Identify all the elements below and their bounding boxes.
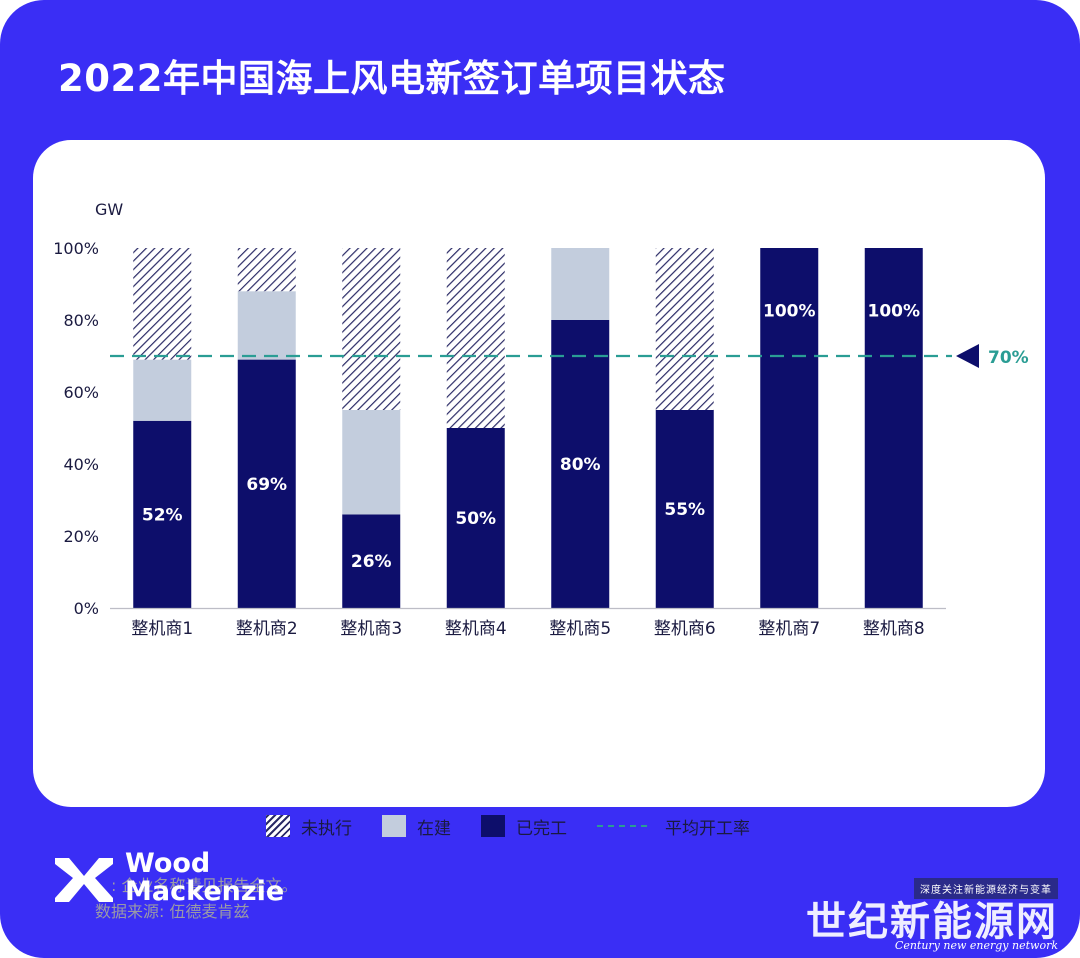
reference-marker-triangle [956, 344, 979, 368]
data-label: 50% [455, 509, 496, 529]
x-tick-label: 整机商1 [131, 619, 193, 639]
x-tick-label: 整机商2 [236, 619, 298, 639]
legend-swatch-dark [481, 815, 505, 837]
bar-segment [237, 248, 296, 292]
bar-segment [342, 514, 401, 608]
data-label: 55% [664, 500, 705, 520]
legend-swatch-light [382, 815, 406, 837]
y-tick-label: 20% [63, 527, 99, 546]
y-tick-label: 100% [53, 239, 99, 258]
bar-segment [655, 410, 714, 608]
y-tick-label: 40% [63, 455, 99, 474]
x-tick-label: 整机商8 [863, 619, 925, 639]
chart-legend: 未执行 在建 已完工 平均开工率 [266, 814, 780, 839]
stacked-bar-chart: GW 0% 20% 40% 60% 80% 100% 52% 整机商1 69% 整机商2 26% 整机商… [53, 200, 1029, 639]
data-label: 69% [246, 475, 287, 495]
source-line: 数据来源: 伍德麦肯兹 [95, 902, 250, 921]
logo-text-line: Mackenzie [125, 876, 285, 907]
chart-card: GW 0% 20% 40% 60% 80% 100% 52% 整机商1 69% 整机商2 26% 整机商… [33, 140, 1045, 921]
logo-text-line: Wood [125, 848, 211, 879]
legend-label: 在建 [417, 818, 451, 839]
wm-logo-icon [55, 858, 113, 902]
x-tick-label: 整机商5 [549, 619, 611, 639]
reference-line-label: 70% [988, 348, 1029, 368]
bar-segment [864, 248, 923, 608]
legend-item-completed: 已完工 [481, 814, 567, 839]
y-tick-label: 80% [63, 311, 99, 330]
bar-segment [551, 248, 610, 320]
data-label: 26% [351, 552, 392, 572]
watermark-tag: 深度关注新能源经济与变革 [914, 878, 1058, 899]
legend-label: 未执行 [301, 818, 352, 839]
bar-segment [133, 359, 192, 421]
bar-segment [237, 359, 296, 608]
page-title: 2022年中国海上风电新签订单项目状态 [58, 57, 726, 100]
bar-segment [342, 248, 401, 410]
bar-segment [551, 320, 610, 608]
bar-segment [446, 428, 505, 608]
y-tick-label: 0% [74, 599, 99, 618]
y-tick-label: 60% [63, 383, 99, 402]
x-tick-label: 整机商4 [445, 619, 507, 639]
watermark-title: 世纪新能源网 [806, 898, 1058, 945]
legend-item-average: 平均开工率 [597, 814, 750, 839]
bar-segment [237, 291, 296, 360]
legend-swatch-hatch [266, 815, 290, 837]
bar-segment [655, 248, 714, 410]
legend-label: 已完工 [516, 818, 567, 839]
watermark: 深度关注新能源经济与变革 世纪新能源网 Century new energy n… [806, 878, 1058, 952]
legend-item-under-construction: 在建 [382, 814, 451, 839]
note-line: 注: 企业名称请见报告全文。 [95, 876, 298, 895]
x-tick-label: 整机商6 [654, 619, 716, 639]
data-label: 52% [142, 505, 183, 525]
legend-swatch-dashed-line [597, 825, 647, 827]
bar-segment [760, 248, 819, 608]
watermark-subtitle: Century new energy network [894, 939, 1058, 952]
x-tick-label: 整机商3 [340, 619, 402, 639]
y-axis-label: GW [95, 200, 123, 219]
bar-segment [342, 410, 401, 515]
x-tick-label: 整机商7 [758, 619, 820, 639]
data-label: 100% [867, 301, 920, 321]
bar-segment [133, 420, 192, 608]
bar-segment [133, 248, 192, 360]
data-label: 100% [763, 301, 816, 321]
wood-mackenzie-logo: Wood Mackenzie [55, 850, 284, 906]
chart-notes: 注: 企业名称请见报告全文。 数据来源: 伍德麦肯兹 [95, 873, 297, 925]
bar-segment [446, 248, 505, 428]
legend-item-unexecuted: 未执行 [266, 814, 352, 839]
legend-label: 平均开工率 [665, 818, 750, 839]
data-label: 80% [560, 455, 601, 475]
